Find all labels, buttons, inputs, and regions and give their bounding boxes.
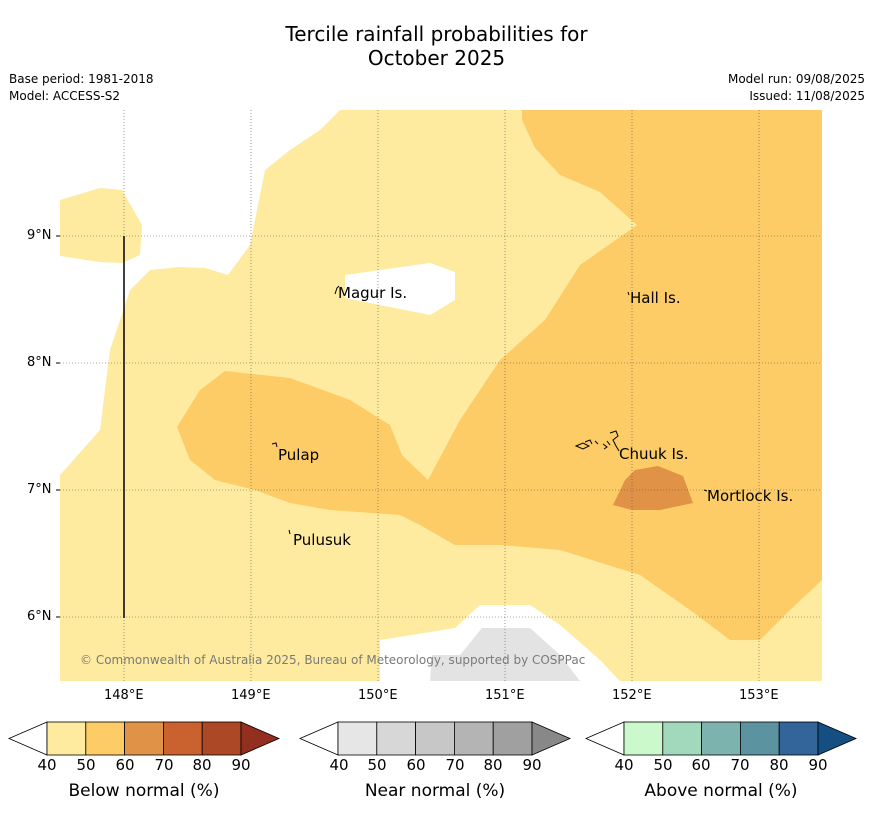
- colorbar-extend-high: [531, 721, 572, 756]
- island-pulap: [271, 442, 278, 448]
- colorbar-segment: [492, 721, 533, 756]
- place-label-pulap: Pulap: [278, 446, 320, 464]
- colorbar-tick: 70: [730, 756, 750, 774]
- colorbar-segment: [453, 721, 494, 756]
- colorbar-tick: 50: [653, 756, 673, 774]
- colorbar-segment: [46, 721, 87, 756]
- colorbar-tick: 90: [522, 756, 542, 774]
- island-hall: [627, 291, 630, 296]
- colorbar-tick: 60: [691, 756, 711, 774]
- lon-label: 152°E: [612, 688, 652, 703]
- place-label-hall: Hall Is.: [630, 289, 681, 307]
- colorbar-tick: 40: [614, 756, 634, 774]
- model-run: Model run: 09/08/2025: [727, 72, 865, 86]
- place-label-magur: Magur Is.: [338, 284, 408, 302]
- colorbar-segment: [778, 721, 819, 756]
- colorbar-near: [298, 721, 572, 756]
- region-blank-magur: [345, 263, 455, 315]
- colorbar-segment: [623, 721, 664, 756]
- colorbar-tick: 50: [76, 756, 96, 774]
- lon-label: 151°E: [485, 688, 525, 703]
- region-near-40-50: [430, 628, 580, 681]
- copyright-credit: © Commonwealth of Australia 2025, Bureau…: [80, 653, 586, 667]
- island-chuuk-lagoon: [574, 430, 620, 452]
- lon-label: 148°E: [104, 688, 144, 703]
- colorbar-tick: 60: [115, 756, 135, 774]
- colorbar-segment: [85, 721, 126, 756]
- colorbar-tick: 90: [808, 756, 828, 774]
- colorbar-extend-low: [584, 721, 625, 756]
- colorbar-tick: 80: [769, 756, 789, 774]
- colorbar-tick: 40: [37, 756, 57, 774]
- model-name: Model: ACCESS-S2: [9, 89, 121, 103]
- colorbar-segment: [124, 721, 164, 756]
- map-title: Tercile rainfall probabilities for Octob…: [0, 22, 873, 70]
- lat-label: 9°N: [27, 228, 52, 243]
- meta-right: Model run: 09/08/2025 Issued: 11/08/2025: [728, 71, 865, 105]
- issued-date: Issued: 11/08/2025: [749, 89, 865, 103]
- lat-label: 8°N: [27, 355, 52, 370]
- map-fills: [60, 110, 822, 681]
- colorbar-segment: [201, 721, 242, 756]
- colorbar-tick: 80: [483, 756, 503, 774]
- colorbar-extend-low: [298, 721, 339, 756]
- lon-label: 153°E: [739, 688, 779, 703]
- colorbar-extend-high: [817, 721, 858, 756]
- colorbar-segment: [162, 721, 203, 756]
- colorbar-tick: 60: [406, 756, 426, 774]
- place-label-pulusuk: Pulusuk: [293, 531, 351, 549]
- colorbar-tick: 70: [445, 756, 465, 774]
- colorbar-segment: [701, 721, 741, 756]
- colorbar-segment: [376, 721, 416, 756]
- axis-ticks: [56, 235, 60, 618]
- island-pulusuk: [288, 529, 291, 535]
- meta-left: Base period: 1981-2018 Model: ACCESS-S2: [9, 71, 154, 105]
- lon-label: 150°E: [358, 688, 398, 703]
- colorbar-tick: 40: [329, 756, 349, 774]
- colorbar-segment: [337, 721, 378, 756]
- place-label-mortlock: Mortlock Is.: [707, 487, 794, 505]
- region-below-60-70: [613, 466, 693, 510]
- title-line-2: October 2025: [367, 46, 506, 70]
- colorbar-segment: [740, 721, 780, 756]
- colorbar-below: [7, 721, 281, 756]
- colorbar-tick: 80: [192, 756, 212, 774]
- colorbar-extend-high: [240, 721, 281, 756]
- place-label-chuuk: Chuuk Is.: [619, 445, 689, 463]
- islands: [271, 285, 708, 535]
- colorbar-tick: 50: [367, 756, 387, 774]
- lon-label: 149°E: [231, 688, 271, 703]
- island-mortlock: [703, 489, 708, 492]
- colorbar-tick: 90: [231, 756, 251, 774]
- colorbar-below-title: Below normal (%): [68, 781, 220, 801]
- colorbar-above-title: Above normal (%): [644, 781, 798, 801]
- lat-label: 7°N: [27, 482, 52, 497]
- lat-label: 6°N: [27, 609, 52, 624]
- island-magur: [334, 285, 340, 295]
- base-period: Base period: 1981-2018: [9, 72, 154, 86]
- colorbar-extend-low: [7, 721, 48, 756]
- colorbar-tick: 70: [154, 756, 174, 774]
- colorbar-above: [584, 721, 858, 756]
- title-line-1: Tercile rainfall probabilities for: [285, 22, 588, 46]
- colorbar-near-title: Near normal (%): [364, 781, 506, 801]
- colorbar-segment: [662, 721, 702, 756]
- colorbar-segment: [415, 721, 455, 756]
